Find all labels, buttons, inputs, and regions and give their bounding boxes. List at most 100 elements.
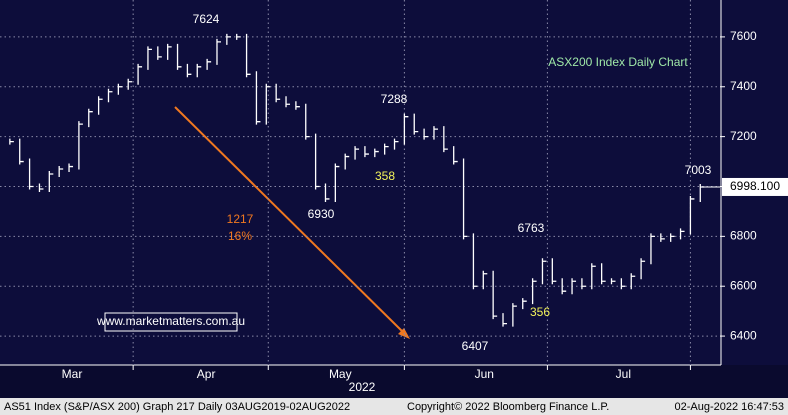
price-bar: [571, 278, 577, 295]
price-bar: [630, 273, 636, 290]
annotation: 6930: [308, 207, 335, 221]
annotation: 7003: [685, 163, 712, 177]
x-tick-label: Jun: [475, 367, 494, 381]
price-bar: [206, 58, 212, 70]
price-bar: [324, 183, 330, 202]
price-bar: [610, 278, 616, 285]
y-tick-label: 6600: [730, 278, 757, 292]
price-bar: [660, 233, 665, 242]
price-bar: [157, 46, 162, 60]
price-bar: [482, 270, 488, 290]
price-bar: [581, 278, 586, 290]
x-tick-label: Jul: [616, 367, 631, 381]
price-bar: [413, 113, 419, 135]
price-bar: [364, 146, 369, 158]
price-bar: [9, 138, 14, 145]
price-bar: [374, 148, 379, 158]
y-tick-label: 7200: [730, 129, 757, 143]
price-bar: [117, 83, 123, 95]
price-bar: [68, 163, 74, 173]
price-bar: [689, 195, 695, 235]
price-bar: [226, 33, 231, 45]
footer-date: 02-Aug-2022 16:47:53: [675, 401, 784, 413]
price-bar: [453, 146, 458, 165]
price-bar: [531, 278, 537, 305]
price-bar: [423, 128, 429, 140]
price-bar: [354, 146, 360, 160]
price-bar: [196, 63, 202, 78]
y-tick-label: 7600: [730, 29, 757, 43]
price-bar: [255, 71, 261, 125]
y-tick-label: 7400: [730, 79, 757, 93]
x-tick-label: Apr: [197, 367, 216, 381]
x-axis-strip: [0, 365, 788, 398]
price-bar: [236, 33, 241, 40]
price-bar: [334, 163, 340, 202]
price-bar: [650, 233, 655, 265]
price-bar: [275, 83, 281, 103]
price-bar: [502, 313, 508, 327]
price-bar: [216, 38, 221, 65]
price-bar: [393, 138, 399, 150]
price-bar: [265, 83, 271, 125]
price-bar: [107, 88, 113, 103]
price-bar: [443, 126, 448, 153]
price-bar: [137, 63, 143, 85]
watermark: www.marketmatters.com.au: [96, 314, 245, 328]
price-bar: [167, 43, 172, 60]
price-bar: [462, 158, 468, 240]
x-tick-label: Mar: [62, 367, 83, 381]
price-bar: [591, 263, 596, 290]
price-bar: [97, 96, 103, 115]
annotation: 6407: [462, 339, 489, 353]
annotation: 1217: [227, 212, 254, 226]
y-tick-label: 6400: [730, 328, 757, 342]
price-bar: [679, 228, 685, 240]
price-bar: [245, 33, 251, 78]
price-bar: [58, 166, 64, 178]
price-bar: [176, 43, 182, 70]
price-bar: [620, 278, 626, 290]
price-bar: [512, 303, 517, 327]
year-label: 2022: [349, 380, 376, 394]
price-bar: [433, 126, 438, 140]
price-bar: [472, 233, 478, 290]
price-bar: [305, 103, 310, 140]
x-tick-label: May: [329, 367, 352, 381]
price-bar: [551, 258, 557, 285]
price-bar: [344, 153, 350, 170]
last-price-label: 6998.100: [730, 179, 780, 193]
price-bar: [127, 78, 133, 90]
price-bar: [38, 183, 44, 192]
annotation: 7288: [381, 92, 408, 106]
price-bar: [147, 46, 152, 70]
annotation: 6763: [518, 221, 545, 235]
price-bar: [561, 278, 567, 295]
price-bar: [285, 96, 291, 108]
price-bar: [600, 263, 606, 285]
price-bar: [78, 121, 83, 170]
price-bar: [384, 143, 389, 155]
y-tick-label: 6800: [730, 229, 757, 243]
price-bar: [403, 113, 409, 145]
price-bar: [492, 270, 498, 320]
price-bar: [295, 101, 300, 110]
annotation: 7624: [193, 12, 220, 26]
footer-strip: [0, 398, 788, 415]
arrow: [174, 106, 407, 336]
annotation: 16%: [228, 229, 252, 243]
price-bar: [48, 171, 54, 192]
annotation: 358: [375, 169, 395, 183]
price-bar: [541, 258, 547, 285]
price-bar: [19, 138, 24, 165]
footer-left: AS51 Index (S&P/ASX 200) Graph 217 Daily…: [4, 401, 350, 413]
footer-copyright: Copyright© 2022 Bloomberg Finance L.P.: [407, 401, 609, 413]
last-price-box: [722, 177, 788, 196]
annotation: 356: [530, 305, 550, 319]
price-bar: [522, 298, 527, 310]
price-bar: [640, 258, 646, 280]
price-bar: [314, 133, 320, 190]
price-bar: [186, 63, 192, 78]
